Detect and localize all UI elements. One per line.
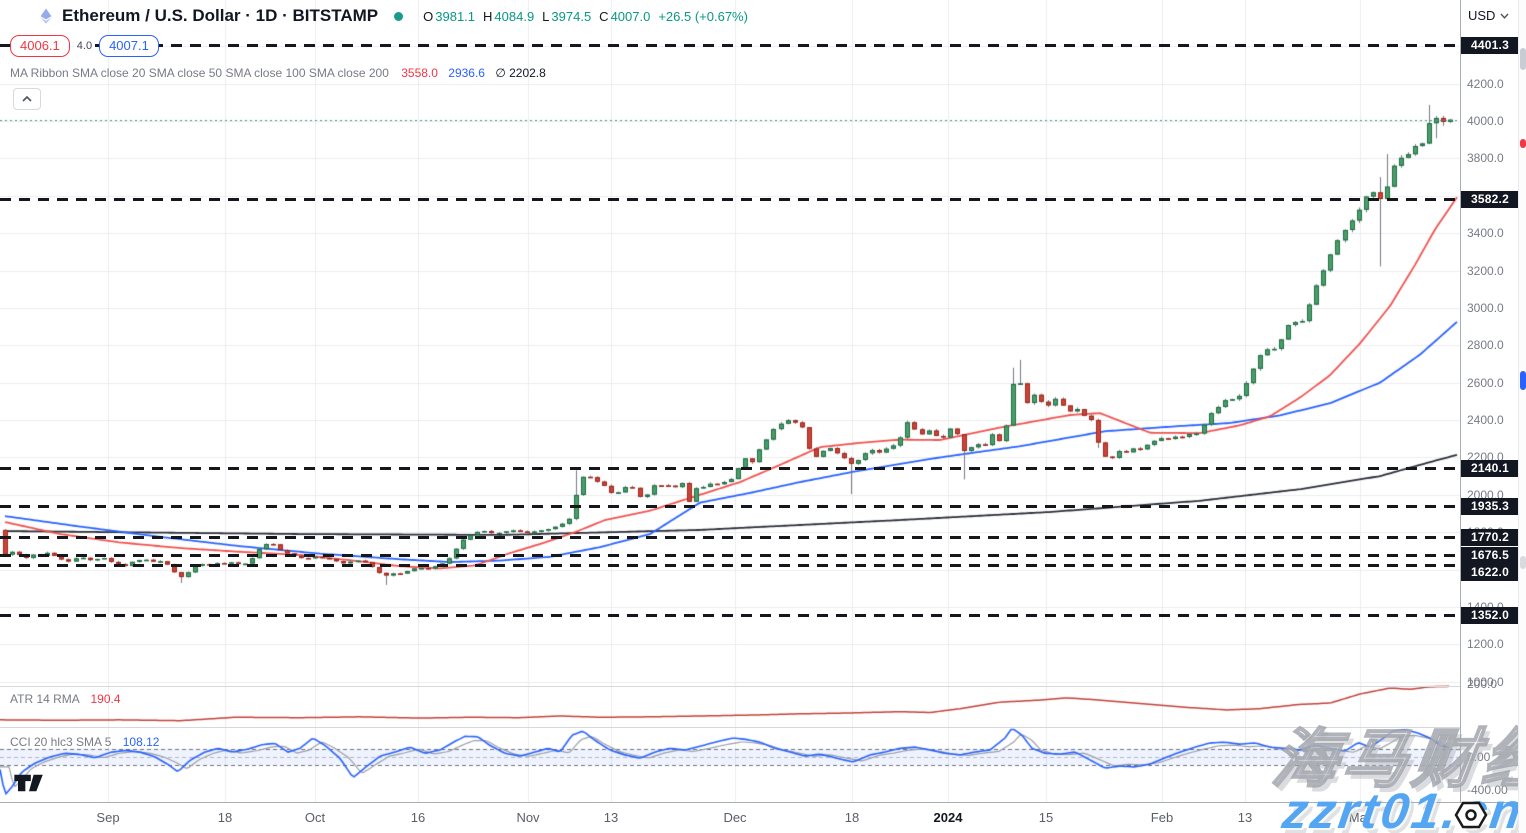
pane-separator-main-atr[interactable]	[0, 686, 1460, 687]
horizontal-line-tool[interactable]	[0, 44, 1460, 48]
time-tick-label: 13	[603, 810, 619, 825]
price-axis[interactable]: USD 4400.04200.04000.03800.03600.03400.0…	[1460, 0, 1519, 833]
spread-value: 4.0	[73, 40, 96, 52]
tradingview-logo[interactable]	[12, 772, 46, 794]
indicator-tick: 0.00	[1467, 750, 1491, 764]
price-tick: 4200.0	[1467, 76, 1504, 91]
price-tick: 2000.0	[1467, 487, 1504, 502]
change-value: +26.5 (+0.67%)	[658, 8, 748, 24]
time-tick-label: Oct	[304, 810, 326, 825]
price-level-badge: 2140.1	[1461, 460, 1519, 478]
price-level-badge: 1935.3	[1461, 498, 1519, 516]
time-tick-label: 15	[1038, 810, 1054, 825]
currency-label: USD	[1468, 8, 1496, 23]
price-tick: 3800.0	[1467, 151, 1504, 166]
edge-mark	[1520, 556, 1526, 569]
sell-price-label[interactable]: 4006.1	[10, 35, 70, 57]
cci-value: 108.12	[122, 735, 160, 749]
pane-separator-atr-cci[interactable]	[0, 727, 1460, 728]
buy-price-label[interactable]: 4007.1	[99, 35, 159, 57]
close-value: 4007.0	[610, 8, 651, 24]
horizontal-line-tool[interactable]	[0, 614, 1460, 618]
price-level-badge: 3582.2	[1461, 190, 1519, 208]
price-tick: 4000.0	[1467, 114, 1504, 128]
indicator-tick: -400.00	[1467, 783, 1508, 797]
chevron-down-icon	[1500, 13, 1509, 19]
atr-label: ATR 14 RMA	[10, 692, 80, 706]
price-tick: 3000.0	[1467, 300, 1504, 315]
price-level-badge: 1622.0	[1461, 563, 1519, 581]
horizontal-line-tool[interactable]	[0, 197, 1460, 201]
time-tick-label: Feb	[1150, 810, 1174, 825]
indicator-tick: 200.0	[1467, 677, 1498, 691]
edge-mark	[1520, 371, 1526, 390]
sma-avg-value: ∅ 2202.8	[495, 66, 546, 80]
atr-value: 190.4	[90, 692, 121, 706]
collapse-legend-button[interactable]	[13, 88, 41, 110]
ma-ribbon-legend[interactable]: MA Ribbon SMA close 20 SMA close 50 SMA …	[10, 66, 546, 80]
time-tick-label: 16	[410, 810, 426, 825]
time-axis[interactable]: Sep 18 Oct 16 Nov 13 Dec 18 2024 15 Feb 13 Mar	[0, 802, 1526, 833]
open-value: 3981.1	[435, 8, 476, 24]
price-tick: 2800.0	[1467, 338, 1504, 353]
edge-mark	[1520, 139, 1526, 148]
horizontal-line-tool[interactable]	[0, 505, 1460, 509]
currency-selector[interactable]: USD	[1468, 8, 1509, 23]
time-tick-label: Dec	[723, 810, 747, 825]
price-tick: 3200.0	[1467, 263, 1504, 278]
high-value: 4084.9	[494, 8, 535, 24]
chevron-up-icon	[22, 96, 32, 102]
symbol-title[interactable]: Ethereum / U.S. Dollar · 1D · BITSTAMP	[62, 6, 379, 25]
price-level-badge: 1676.5	[1461, 546, 1519, 564]
time-tick-label: Nov	[516, 810, 540, 825]
time-tick-label: Mar	[1348, 810, 1372, 825]
horizontal-line-tool[interactable]	[0, 553, 1460, 557]
cci-label: CCI 20 hlc3 SMA 5	[10, 735, 112, 749]
symbol-header-row[interactable]: Ethereum / U.S. Dollar · 1D · BITSTAMP O…	[38, 6, 748, 26]
horizontal-line-tool[interactable]	[0, 536, 1460, 540]
market-status-dot[interactable]	[394, 11, 404, 21]
sma50-value: 2936.6	[448, 66, 485, 80]
price-level-badge: 1770.2	[1461, 529, 1519, 547]
time-tick-label: 2024	[933, 810, 963, 825]
order-price-labels: 4006.1 4.0 4007.1	[10, 35, 159, 57]
ohlc-values: O 3981.1 H 4084.9 L 3974.5 C 4007.0 +26.5 (+0.67…	[423, 8, 748, 24]
sma20-value: 3558.0	[401, 66, 438, 80]
time-tick-label: 18	[217, 810, 233, 825]
price-tick: 2400.0	[1467, 413, 1504, 428]
time-tick-label: 18	[844, 810, 860, 825]
cci-indicator-legend[interactable]: CCI 20 hlc3 SMA 5 108.12	[10, 735, 159, 749]
time-tick-label: Sep	[96, 810, 120, 825]
price-tick: 1000.0	[1467, 674, 1504, 689]
time-tick-label: 13	[1237, 810, 1253, 825]
horizontal-line-tool[interactable]	[0, 467, 1460, 471]
price-tick: 3400.0	[1467, 226, 1504, 241]
ma-ribbon-label: MA Ribbon SMA close 20 SMA close 50 SMA …	[10, 66, 389, 80]
low-value: 3974.5	[551, 8, 592, 24]
horizontal-line-tool[interactable]	[0, 563, 1460, 567]
atr-indicator-legend[interactable]: ATR 14 RMA 190.4	[10, 692, 121, 706]
ethereum-icon	[40, 8, 52, 24]
window-edge-scroll-strip[interactable]	[1518, 0, 1526, 833]
price-tick: 2600.0	[1467, 375, 1504, 390]
chart-canvas[interactable]	[0, 0, 1460, 802]
price-level-badge: 4401.3	[1461, 37, 1519, 55]
price-tick: 1200.0	[1467, 637, 1504, 652]
edge-mark	[1520, 48, 1526, 70]
price-level-badge: 1352.0	[1461, 607, 1519, 625]
